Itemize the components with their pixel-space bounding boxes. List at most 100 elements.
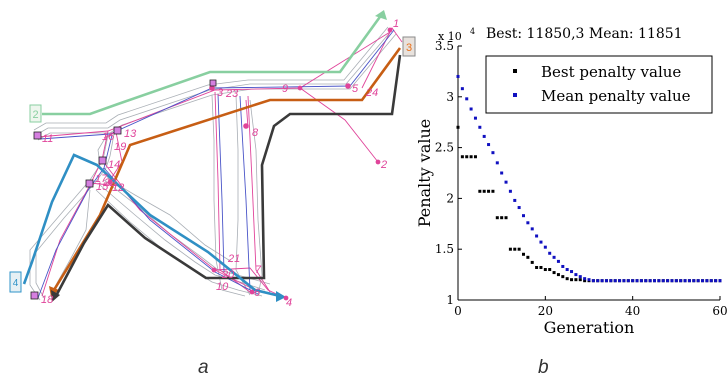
node-number-5: 5 bbox=[352, 83, 359, 95]
data-point-mean bbox=[500, 171, 504, 175]
data-point-mean bbox=[718, 279, 722, 283]
panel-label-a: a bbox=[198, 357, 209, 378]
data-point-mean bbox=[613, 279, 617, 283]
harness-lines bbox=[37, 27, 403, 299]
data-point-best bbox=[513, 247, 517, 251]
data-point-mean bbox=[574, 273, 578, 277]
panel-label-b: b bbox=[538, 357, 549, 378]
y-axis-label: Penalty value bbox=[415, 119, 434, 228]
data-point-mean bbox=[552, 255, 556, 259]
route-green bbox=[42, 13, 384, 116]
data-point-mean bbox=[666, 279, 670, 283]
data-point-best bbox=[539, 265, 543, 269]
data-point-mean bbox=[705, 279, 709, 283]
data-point-mean bbox=[635, 279, 639, 283]
data-point-mean bbox=[657, 279, 661, 283]
data-point-best bbox=[522, 252, 525, 256]
data-point-mean bbox=[679, 279, 683, 283]
data-point-mean bbox=[556, 259, 560, 263]
node-number-6: 6 bbox=[254, 287, 261, 299]
legend-label-mean: Mean penalty value bbox=[541, 87, 691, 105]
data-point-mean bbox=[508, 189, 512, 193]
route-blue-arrowhead bbox=[276, 291, 286, 302]
legend-label-best: Best penalty value bbox=[541, 63, 681, 81]
node-number-18: 18 bbox=[41, 294, 54, 306]
zone-label-4: 4 bbox=[13, 278, 19, 289]
node-number-22: 22 bbox=[103, 177, 116, 189]
data-point-mean bbox=[565, 268, 569, 272]
data-point-mean bbox=[687, 279, 691, 283]
data-point-mean bbox=[631, 279, 635, 283]
data-point-mean bbox=[609, 279, 613, 283]
data-point-best bbox=[543, 268, 547, 272]
node-number-15: 15 bbox=[96, 181, 109, 193]
node-number-14: 14 bbox=[108, 159, 120, 171]
route-dark bbox=[54, 54, 402, 297]
data-point-mean bbox=[596, 279, 600, 283]
data-point-mean bbox=[626, 279, 630, 283]
device-squares bbox=[30, 79, 217, 300]
data-point-mean bbox=[653, 279, 656, 283]
node-number-9: 9 bbox=[282, 83, 288, 95]
chart-header: Best: 11850,3 Mean: 11851 bbox=[486, 26, 683, 42]
data-point-mean bbox=[456, 74, 460, 78]
zone-label-2: 2 bbox=[32, 109, 38, 121]
data-point-mean bbox=[535, 234, 539, 238]
legend-box bbox=[485, 55, 713, 114]
node-number-20: 20 bbox=[221, 269, 235, 281]
data-point-best bbox=[504, 216, 508, 220]
node-number-1: 1 bbox=[393, 18, 399, 30]
data-point-best bbox=[508, 247, 512, 251]
node-number-7: 7 bbox=[255, 264, 262, 276]
data-point-mean bbox=[495, 161, 499, 165]
data-point-best bbox=[465, 155, 469, 159]
zone-box-2: 2 bbox=[29, 104, 42, 123]
node-number-17: 17 bbox=[95, 173, 108, 185]
data-point-best bbox=[570, 278, 574, 282]
node-number-10: 10 bbox=[216, 281, 229, 293]
data-point-best bbox=[561, 275, 565, 279]
node-number-8: 8 bbox=[252, 127, 259, 139]
data-point-mean bbox=[548, 251, 552, 255]
node-number-13: 13 bbox=[124, 128, 137, 140]
data-point-best bbox=[530, 260, 534, 264]
data-point-best bbox=[556, 273, 560, 277]
data-point-mean bbox=[696, 279, 700, 283]
data-point-best bbox=[526, 255, 530, 259]
legend-marker-mean bbox=[513, 93, 517, 97]
data-point-best bbox=[574, 278, 578, 282]
zone-label-3: 3 bbox=[406, 42, 412, 54]
data-point-mean bbox=[587, 278, 591, 282]
data-point-mean bbox=[517, 206, 521, 210]
route-green-arrowhead bbox=[375, 10, 387, 20]
data-point-best bbox=[548, 268, 552, 272]
data-point-mean bbox=[487, 143, 491, 147]
route-blue bbox=[22, 153, 281, 298]
data-point-best bbox=[460, 155, 464, 159]
data-point-mean bbox=[692, 279, 696, 283]
y-tick-label: 3.5 bbox=[435, 39, 454, 53]
node-number-12: 12 bbox=[112, 182, 124, 194]
data-point-mean bbox=[674, 279, 678, 283]
data-point-mean bbox=[578, 275, 582, 279]
y-tick-label: 1.5 bbox=[435, 242, 454, 256]
data-point-mean bbox=[644, 279, 648, 283]
data-point-mean bbox=[714, 279, 718, 283]
data-point-mean bbox=[478, 125, 482, 129]
data-point-mean bbox=[604, 279, 608, 283]
data-point-best bbox=[517, 247, 521, 251]
node-number-21: 21 bbox=[227, 253, 240, 265]
node-numbers: 1 2 3 4 5 6 7 8 9 10 11 12 13 14 15 16 1… bbox=[41, 18, 399, 309]
data-point-mean bbox=[539, 240, 543, 244]
data-point-best bbox=[491, 189, 495, 193]
data-point-best bbox=[535, 265, 539, 269]
y-tick-label: 2 bbox=[446, 191, 454, 205]
data-point-mean bbox=[465, 97, 469, 101]
data-point-mean bbox=[583, 277, 587, 281]
node-number-19: 19 bbox=[114, 141, 126, 153]
data-point-best bbox=[552, 271, 556, 275]
node-number-11: 11 bbox=[42, 133, 53, 145]
data-point-mean bbox=[561, 264, 565, 268]
data-point-mean bbox=[491, 151, 495, 155]
